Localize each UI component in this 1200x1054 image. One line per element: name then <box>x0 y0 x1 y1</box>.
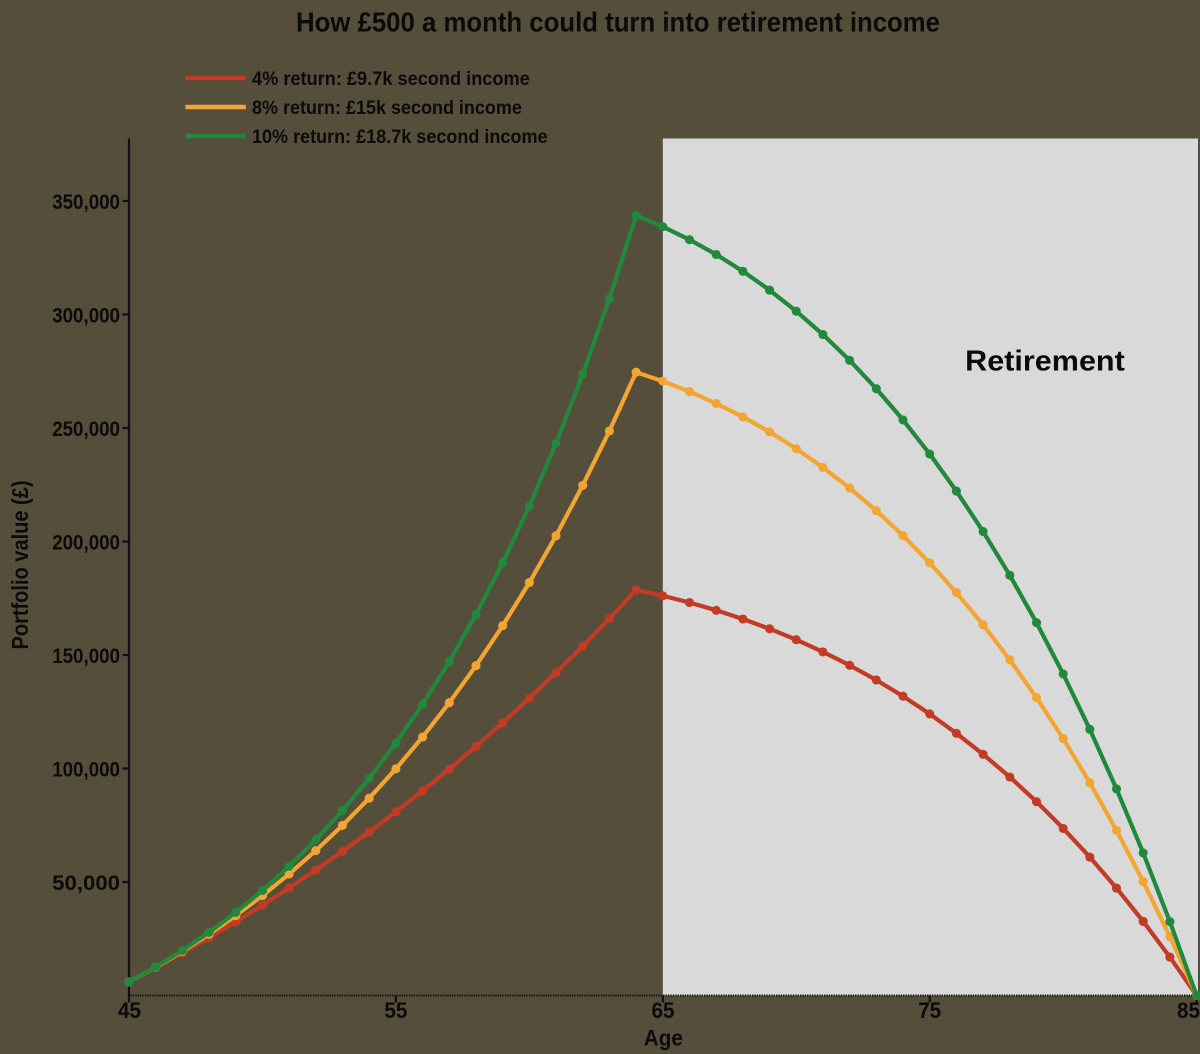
svg-text:150,000: 150,000 <box>52 644 120 668</box>
svg-text:200,000: 200,000 <box>52 531 120 555</box>
svg-text:Portfolio value (£): Portfolio value (£) <box>7 481 33 650</box>
svg-text:4% return: £9.7k second income: 4% return: £9.7k second income <box>252 69 530 90</box>
svg-text:75: 75 <box>918 998 941 1023</box>
svg-text:Retirement: Retirement <box>965 345 1125 377</box>
svg-text:Age: Age <box>644 1025 683 1050</box>
svg-text:45: 45 <box>118 998 141 1023</box>
svg-text:10% return: £18.7k second inco: 10% return: £18.7k second income <box>252 127 548 148</box>
svg-text:8% return: £15k second income: 8% return: £15k second income <box>252 98 522 119</box>
svg-text:85: 85 <box>1177 998 1200 1023</box>
svg-text:50,000: 50,000 <box>52 871 120 895</box>
svg-text:55: 55 <box>384 998 407 1023</box>
svg-text:300,000: 300,000 <box>52 304 120 328</box>
svg-text:How £500 a month could turn in: How £500 a month could turn into retirem… <box>296 7 940 38</box>
svg-text:65: 65 <box>652 998 675 1023</box>
svg-text:100,000: 100,000 <box>52 758 120 782</box>
svg-text:350,000: 350,000 <box>52 190 120 214</box>
svg-text:250,000: 250,000 <box>52 417 120 441</box>
